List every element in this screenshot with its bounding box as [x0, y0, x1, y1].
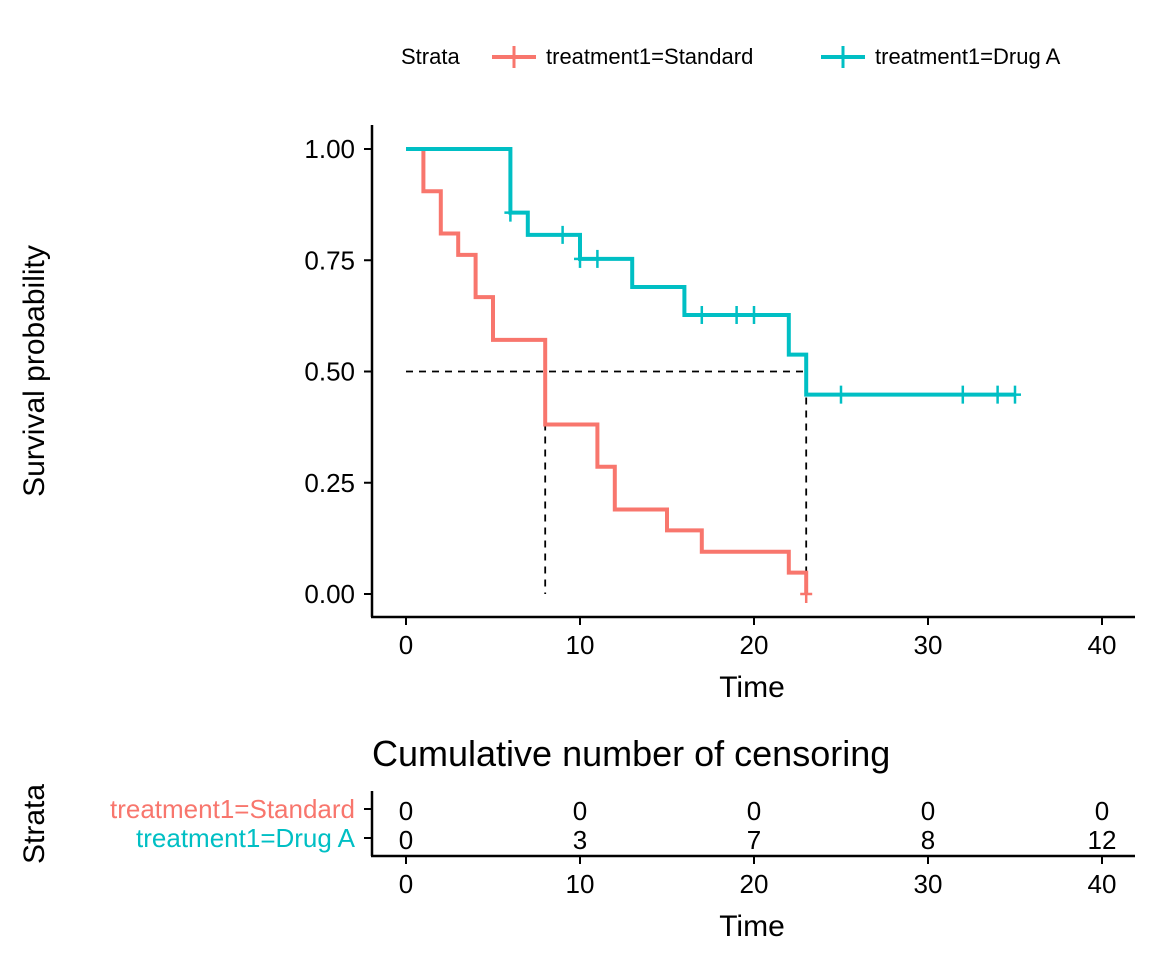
- table-cell: 8: [921, 825, 935, 855]
- table-cell: 3: [573, 825, 587, 855]
- table-x-tick-label: 0: [399, 869, 413, 899]
- median-survival-lines: [406, 370, 808, 594]
- y-axis-title: Survival probability: [18, 245, 51, 497]
- x-tick-label: 20: [740, 630, 769, 660]
- table-cell: 7: [747, 825, 761, 855]
- survival-curve-drug-a: [406, 147, 1015, 397]
- legend: Strata treatment1=Standard treatment1=Dr…: [401, 44, 1061, 69]
- y-tick-label: 1.00: [304, 134, 355, 164]
- y-tick-label: 0.25: [304, 468, 355, 498]
- x-tick-label: 30: [914, 630, 943, 660]
- table-x-tick-label: 20: [740, 869, 769, 899]
- survival-curves: [406, 147, 1021, 603]
- x-tick-label: 0: [399, 630, 413, 660]
- table-x-ticks: 0 10 20 30 40: [399, 856, 1117, 899]
- survival-curve-standard: [406, 147, 809, 594]
- x-tick-label: 40: [1088, 630, 1117, 660]
- censoring-table: Cumulative number of censoring treatment…: [18, 733, 1135, 943]
- table-cell: 0: [921, 796, 935, 826]
- table-cell: 0: [573, 796, 587, 826]
- strata-label-drug-a: treatment1=Drug A: [136, 823, 356, 853]
- y-tick-label: 0.75: [304, 245, 355, 275]
- y-tick-label: 0.00: [304, 579, 355, 609]
- table-cell: 12: [1088, 825, 1117, 855]
- x-axis-title: Time: [719, 671, 785, 704]
- table-x-axis-title: Time: [719, 910, 785, 943]
- legend-label-drug-a: treatment1=Drug A: [875, 44, 1061, 69]
- table-x-tick-label: 30: [914, 869, 943, 899]
- strata-label-standard: treatment1=Standard: [110, 794, 355, 824]
- table-row-labels: treatment1=Standard treatment1=Drug A: [110, 794, 372, 853]
- table-cell: 0: [399, 825, 413, 855]
- table-cell: 0: [747, 796, 761, 826]
- table-cell: 0: [399, 796, 413, 826]
- legend-key-standard: [492, 46, 536, 68]
- table-x-tick-label: 10: [566, 869, 595, 899]
- legend-title: Strata: [401, 44, 460, 69]
- x-tick-label: 10: [566, 630, 595, 660]
- legend-label-standard: treatment1=Standard: [546, 44, 753, 69]
- table-cell: 0: [1095, 796, 1109, 826]
- legend-key-drug-a: [821, 46, 865, 68]
- table-values: 0 0 0 0 00 3 7 8 12: [399, 796, 1117, 855]
- x-ticks: 0 10 20 30 40: [399, 617, 1117, 660]
- y-ticks: 0.00 0.25 0.50 0.75 1.00: [304, 134, 372, 609]
- survival-plot: 0.00 0.25 0.50 0.75 1.00 0 10 20 30 40 Time Surv…: [18, 125, 1135, 704]
- table-x-tick-label: 40: [1088, 869, 1117, 899]
- table-y-axis-title: Strata: [18, 784, 51, 864]
- table-title: Cumulative number of censoring: [372, 733, 890, 774]
- y-tick-label: 0.50: [304, 357, 355, 387]
